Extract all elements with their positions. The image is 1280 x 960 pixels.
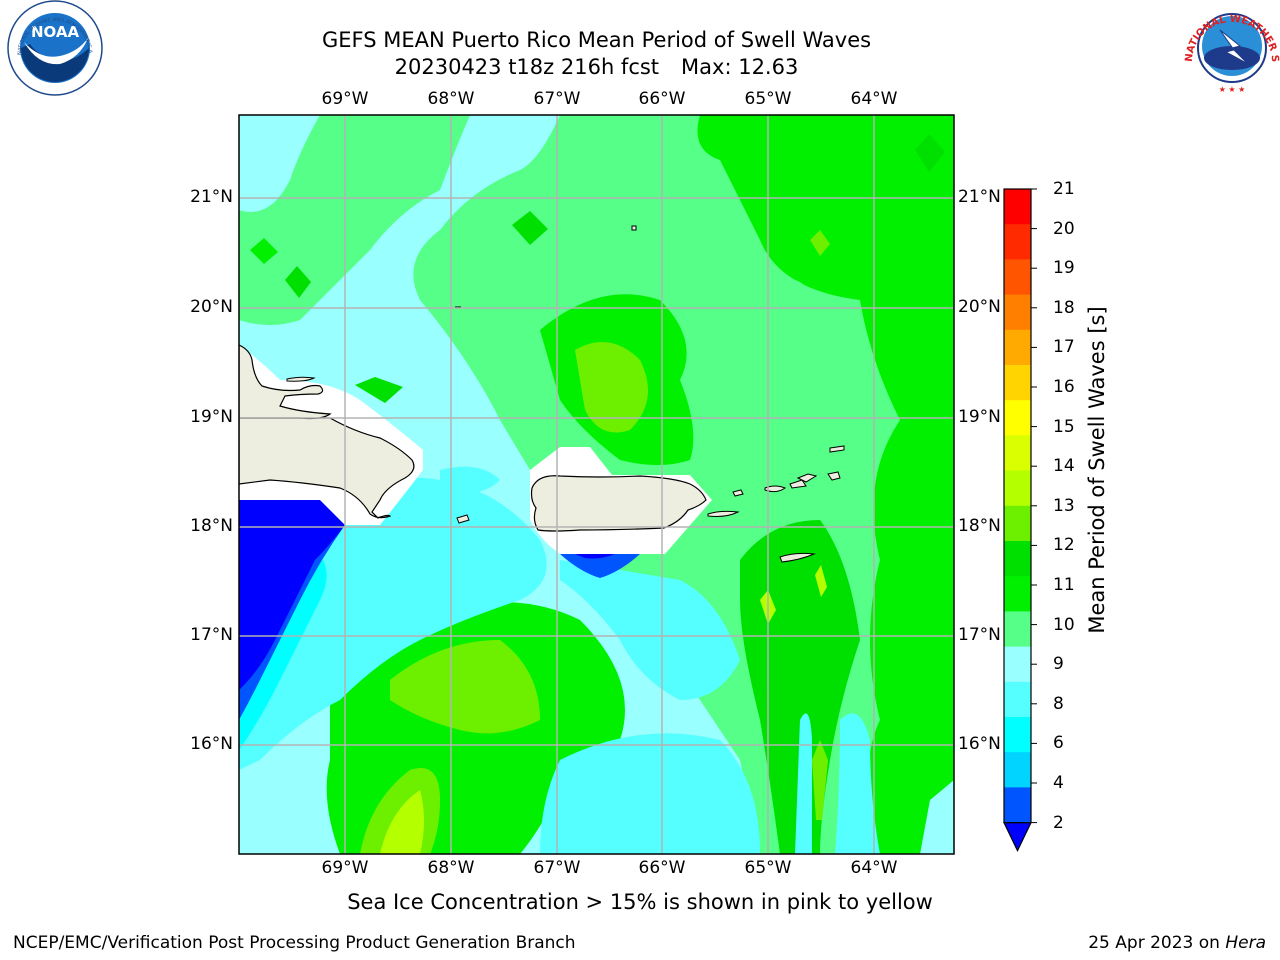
colorbar-tick-label: 17 [1053, 337, 1075, 358]
lat-label-right: 16°N [958, 734, 1001, 754]
colorbar-label: Mean Period of Swell Waves [s] [1085, 306, 1109, 634]
colorbar-tick-label: 19 [1053, 258, 1075, 279]
lat-label-right: 18°N [958, 516, 1001, 536]
lat-label-right: 20°N [958, 297, 1001, 317]
lon-label-top: 66°W [638, 89, 686, 109]
colorbar-tick-label: 2 [1053, 812, 1064, 833]
noaa-logo-icon: NOAA NATIONAL OCEANIC AND ATMOSPHERIC AD… [0, 0, 103, 96]
lat-label-right: 17°N [958, 625, 1001, 645]
colorbar-tick-label: 13 [1053, 495, 1075, 516]
svg-text:NATIONAL WEATHER SERVICE: NATIONAL WEATHER SERVICE [0, 0, 1280, 63]
colorbar-tick-label: 16 [1053, 377, 1075, 397]
map-title: GEFS MEAN Puerto Rico Mean Period of Swe… [321, 28, 872, 52]
lon-label-bottom: 67°W [533, 858, 581, 878]
colorbar-tick-label: 14 [1053, 456, 1075, 477]
colorbar-tick-label: 8 [1053, 693, 1064, 714]
colorbar-tick-label: 9 [1053, 654, 1064, 675]
map-frame [238, 114, 955, 855]
max-value: Max: 12.63 [681, 55, 799, 79]
credit-text: NCEP/EMC/Verification Post Processing Pr… [13, 933, 576, 953]
lon-label-top: 64°W [850, 89, 898, 109]
lon-label-top: 67°W [533, 89, 581, 109]
lat-label-left: 17°N [190, 625, 233, 645]
noaa-logo-text: NOAA [31, 23, 80, 41]
colorbar-tick-label: 4 [1053, 773, 1064, 793]
lon-label-bottom: 69°W [321, 858, 369, 878]
colorbar-tick-label: 15 [1053, 416, 1075, 437]
lon-label-top: 68°W [427, 89, 475, 109]
generation-date: 25 Apr 2023 on Hera [1088, 933, 1266, 953]
colorbar-tick-label: 6 [1053, 733, 1064, 754]
colorbar-tick-label: 18 [1053, 297, 1075, 318]
lat-label-left: 20°N [190, 297, 233, 317]
nws-logo-icon: NATIONAL WEATHER SERVICE ★ ★ ★ [0, 0, 1280, 96]
lon-label-bottom: 68°W [427, 858, 475, 878]
colorbar-tick-label: 11 [1053, 575, 1075, 595]
lon-label-bottom: 66°W [638, 858, 686, 878]
map-subtitle: 20230423 t18z 216h fcst Max: 12.63 [0, 54, 1193, 80]
colorbar-tick-label: 21 [1053, 179, 1075, 199]
sea-ice-note: Sea Ice Concentration > 15% is shown in … [347, 890, 933, 914]
colorbar-tick-label: 12 [1053, 535, 1075, 556]
colorbar-tick-label: 20 [1053, 218, 1075, 239]
lon-label-bottom: 65°W [744, 858, 792, 878]
svg-text:★ ★ ★: ★ ★ ★ [1219, 85, 1246, 94]
lat-label-left: 21°N [190, 187, 233, 207]
lon-label-top: 69°W [321, 89, 369, 109]
lat-label-right: 19°N [958, 407, 1001, 427]
lat-label-left: 18°N [190, 516, 233, 536]
forecast-run: 20230423 t18z 216h fcst [394, 55, 660, 79]
lat-label-left: 19°N [190, 407, 233, 427]
wave-period-field [239, 115, 954, 854]
lon-label-top: 65°W [744, 89, 792, 109]
lat-label-right: 21°N [958, 187, 1001, 207]
lon-label-bottom: 64°W [850, 858, 898, 878]
host-name: Hera [1225, 933, 1266, 953]
colorbar-tick-label: 10 [1053, 614, 1075, 635]
lat-label-left: 16°N [190, 734, 233, 754]
